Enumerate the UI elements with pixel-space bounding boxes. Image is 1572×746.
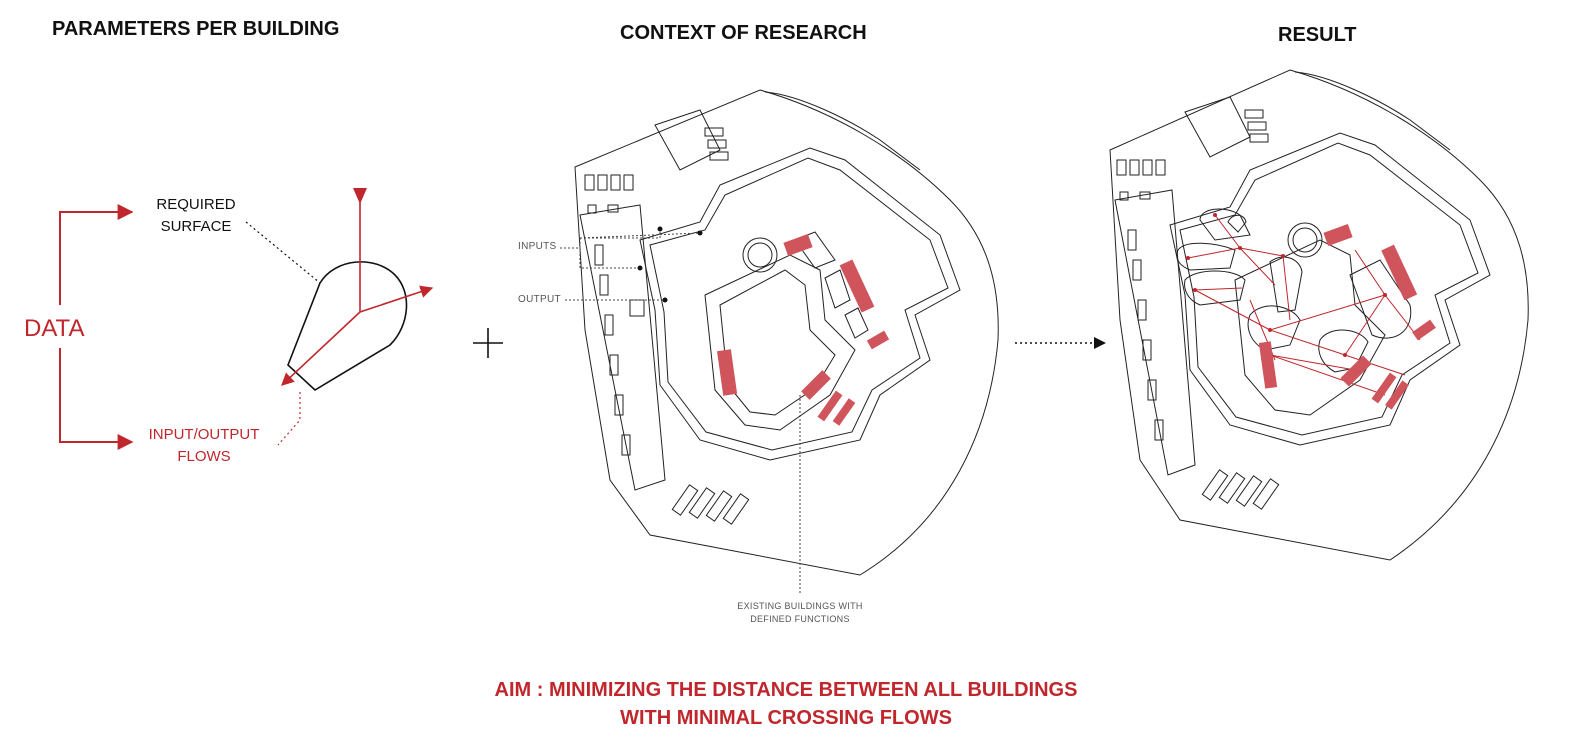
aim-line1: AIM : MINIMIZING THE DISTANCE BETWEEN AL… <box>494 679 1078 701</box>
existing-line1: EXISTING BUILDINGS WITH <box>737 601 863 611</box>
flows-line2: FLOWS <box>177 448 231 465</box>
required-surface-label: REQUIRED SURFACE <box>150 194 242 238</box>
parameters-heading: PARAMETERS PER BUILDING <box>52 18 340 40</box>
result-flow-nodes <box>1186 213 1387 357</box>
dotted-arrow-icon <box>1015 337 1106 349</box>
required-surface-line2: SURFACE <box>160 218 232 235</box>
flows-label: INPUT/OUTPUT FLOWS <box>136 424 272 468</box>
result-flows <box>1187 214 1421 396</box>
result-site-plan <box>1109 69 1529 561</box>
output-label: OUTPUT <box>518 294 561 305</box>
context-leaders <box>560 229 801 595</box>
context-leader-dots <box>637 226 703 303</box>
existing-line2: DEFINED FUNCTIONS <box>750 614 850 624</box>
aim-line2: WITH MINIMAL CROSSING FLOWS <box>620 707 952 729</box>
existing-buildings-context <box>717 233 890 426</box>
plus-icon <box>473 328 503 358</box>
existing-buildings-result <box>1258 223 1436 410</box>
existing-buildings-label: EXISTING BUILDINGS WITH DEFINED FUNCTION… <box>720 600 880 626</box>
context-heading: CONTEXT OF RESEARCH <box>620 22 867 44</box>
inputs-label: INPUTS <box>518 241 557 252</box>
aim-statement: AIM : MINIMIZING THE DISTANCE BETWEEN AL… <box>0 676 1572 732</box>
flows-line1: INPUT/OUTPUT <box>148 426 260 443</box>
required-surface-line1: REQUIRED <box>156 196 236 213</box>
result-heading: RESULT <box>1278 24 1357 46</box>
context-site-plan <box>574 89 999 576</box>
data-label: DATA <box>24 315 85 342</box>
input-arrow-icon <box>353 188 367 204</box>
building-parameter-shape <box>245 188 434 446</box>
data-bracket <box>59 204 134 450</box>
